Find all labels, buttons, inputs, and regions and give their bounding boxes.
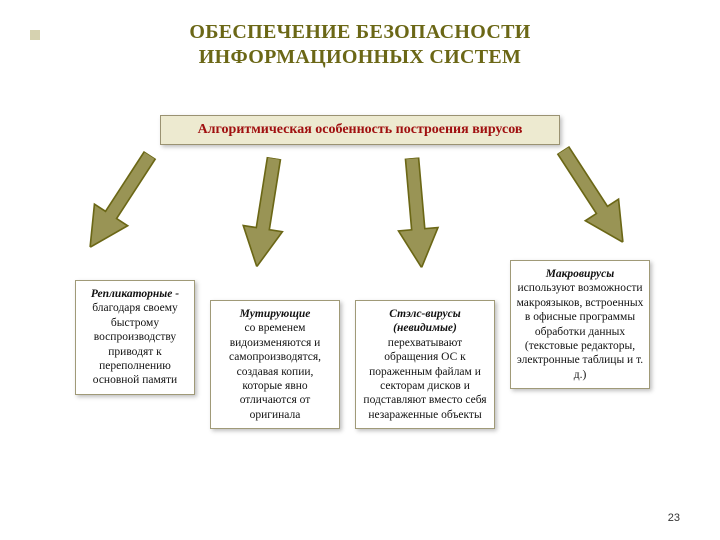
arrow-4 bbox=[534, 131, 653, 261]
page-number: 23 bbox=[668, 512, 680, 524]
box-1-body: благодаря своему быстрому воспроизводств… bbox=[92, 302, 178, 386]
title-line-1: ОБЕСПЕЧЕНИЕ БЕЗОПАСНОСТИ bbox=[189, 21, 530, 43]
box-4-lead: Макровирусы bbox=[546, 268, 614, 280]
box-2-lead: Мутирующие bbox=[240, 308, 311, 320]
box-mutating: Мутирующие со временем видоизменяются и с… bbox=[210, 300, 340, 429]
central-label: Алгоритмическая особенность построения в… bbox=[198, 122, 523, 137]
box-4-body: используют возможности макроязыков, встр… bbox=[517, 282, 644, 380]
box-1-lead: Репликаторные - bbox=[91, 288, 179, 300]
box-3-lead: Стэлс-вирусы (невидимые) bbox=[389, 308, 460, 334]
box-replicator: Репликаторные - благодаря своему быстром… bbox=[75, 280, 195, 395]
central-box: Алгоритмическая особенность построения в… bbox=[160, 115, 560, 145]
box-macro: Макровирусы используют возможности макроя… bbox=[510, 260, 650, 389]
box-2-body: со временем видоизменяются и самопроизво… bbox=[229, 322, 321, 420]
box-3-body: перехватывают обращения ОС к пораженным … bbox=[363, 337, 486, 421]
slide-title: ОБЕСПЕЧЕНИЕ БЕЗОПАСНОСТИ ИНФОРМАЦИОННЫХ … bbox=[0, 20, 720, 70]
box-stealth: Стэлс-вирусы (невидимые) перехватывают об… bbox=[355, 300, 495, 429]
arrow-1 bbox=[61, 136, 180, 266]
title-line-2: ИНФОРМАЦИОННЫХ СИСТЕМ bbox=[199, 46, 521, 68]
arrow-3 bbox=[390, 156, 443, 269]
arrow-2 bbox=[235, 155, 296, 271]
